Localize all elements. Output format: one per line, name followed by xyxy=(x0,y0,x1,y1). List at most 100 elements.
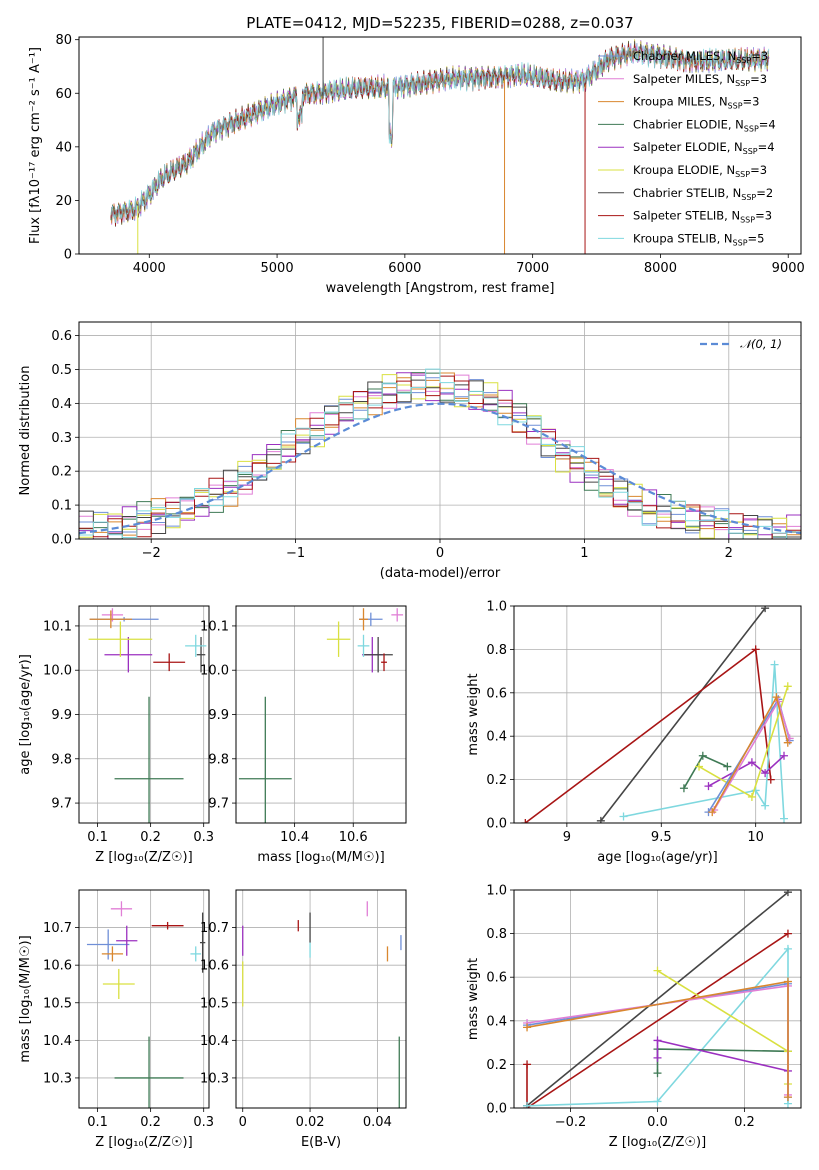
plot-area xyxy=(238,608,404,823)
axes-frame xyxy=(235,605,407,824)
x-tick-label: 5000 xyxy=(261,261,294,276)
plot-area xyxy=(242,901,402,1108)
x-tick-label: −2 xyxy=(142,546,161,561)
weight-point-marker xyxy=(653,1097,662,1106)
panel-mass-weight-vs-age: 9 9.5 10 0.0 0.2 0.4 0.6 0.8 1.0 age [log₁₀(age/y… xyxy=(466,600,802,865)
x-tick-label: 4000 xyxy=(133,261,166,276)
axes-frame xyxy=(78,36,802,255)
x-tick-label: 0.1 xyxy=(87,830,108,845)
weight-point-marker xyxy=(698,751,707,760)
y-tick-label: 1.0 xyxy=(486,600,507,615)
weight-point-marker xyxy=(783,682,792,691)
weight-point-marker xyxy=(783,929,792,938)
legend-label: Salpeter STELIB, NSSP=3 xyxy=(633,209,772,225)
weight-point-marker xyxy=(747,792,756,801)
axes-frame xyxy=(513,889,802,1109)
axes-frame xyxy=(78,889,210,1109)
weight-point-marker xyxy=(783,738,792,747)
legend-label: Kroupa STELIB, NSSP=5 xyxy=(633,231,764,247)
y-tick-label: 0.0 xyxy=(486,1102,507,1117)
x-tick-label: 1 xyxy=(580,546,588,561)
y-tick-label: 0.0 xyxy=(486,817,507,832)
x-axis-label: wavelength [Angstrom, rest frame] xyxy=(326,281,555,296)
gaussian-curve xyxy=(79,402,801,535)
y-tick-label: 0.6 xyxy=(51,329,72,344)
x-tick-label: 10 xyxy=(747,830,764,845)
weight-point-marker xyxy=(708,808,717,817)
x-tick-label: 0 xyxy=(239,1115,247,1130)
panel-spectrum: 4000 5000 6000 7000 8000 9000 0 20 40 60 80 wavelen… xyxy=(28,33,805,296)
x-tick-label: 0 xyxy=(436,546,444,561)
panel-age-vs-mass: 10.4 10.6 9.7 9.8 9.9 10.0 10.1 mass [log₁₀(M/M… xyxy=(200,605,407,865)
y-tick-label: 1.0 xyxy=(486,884,507,899)
x-tick-label: 0.0 xyxy=(647,1115,668,1130)
weight-point-marker xyxy=(523,1101,532,1108)
y-axis-label: mass weight xyxy=(466,673,481,755)
weight-point-marker xyxy=(653,1053,662,1062)
y-tick-label: 80 xyxy=(55,33,72,48)
plot-area xyxy=(521,606,794,823)
weight-series-line xyxy=(600,607,766,822)
weight-series-line xyxy=(708,755,785,787)
weight-point-marker xyxy=(766,775,775,784)
weight-point-marker xyxy=(679,784,688,793)
plot-area xyxy=(110,37,770,254)
weight-point-marker xyxy=(747,758,756,767)
y-tick-label: 10.6 xyxy=(200,959,229,974)
weight-series-line xyxy=(683,754,728,789)
plot-area xyxy=(79,368,801,539)
y-tick-label: 0.5 xyxy=(51,363,72,378)
legend-label: Kroupa MILES, NSSP=3 xyxy=(633,95,759,111)
weight-point-marker xyxy=(780,814,789,823)
x-tick-label: 0.04 xyxy=(363,1115,392,1130)
y-tick-label: 10.1 xyxy=(200,619,229,634)
plot-area xyxy=(88,608,207,823)
spectrum-line xyxy=(110,46,770,224)
y-tick-label: 10.7 xyxy=(200,921,229,936)
weight-point-marker xyxy=(619,812,628,821)
weight-point-marker xyxy=(783,944,792,953)
y-tick-label: 10.0 xyxy=(43,664,72,679)
weight-point-marker xyxy=(761,769,770,778)
legend-label: Chabrier ELODIE, NSSP=4 xyxy=(633,117,776,133)
axes-frame xyxy=(78,321,802,540)
weight-point-marker xyxy=(783,977,792,986)
y-tick-label: 0.6 xyxy=(486,686,507,701)
x-tick-label: 6000 xyxy=(388,261,421,276)
x-tick-label: −1 xyxy=(286,546,305,561)
y-tick-label: 20 xyxy=(55,194,72,209)
figure-title: PLATE=0412, MJD=52235, FIBERID=0288, z=0… xyxy=(246,14,633,32)
panel-age-vs-Z: 0.1 0.2 0.3 9.7 9.8 9.9 10.0 10.1 Z [log₁₀(Z/Z☉)… xyxy=(18,605,214,865)
weight-point-marker xyxy=(653,1069,662,1078)
weight-point-marker xyxy=(770,660,779,669)
y-tick-label: 0.8 xyxy=(486,927,507,942)
plot-area xyxy=(523,890,792,1108)
x-tick-label: 0.1 xyxy=(87,1115,108,1130)
x-tick-label: 9.5 xyxy=(651,830,672,845)
panel-mass-vs-ebv: 0 0.02 0.04 10.3 10.4 10.5 10.6 10.7 E(B-V) xyxy=(200,889,407,1150)
y-tick-label: 9.8 xyxy=(51,752,72,767)
y-tick-label: 9.7 xyxy=(51,797,72,812)
legend-label: Salpeter ELODIE, NSSP=4 xyxy=(633,140,775,156)
weight-point-marker xyxy=(780,751,789,760)
x-tick-label: −0.2 xyxy=(555,1115,587,1130)
weight-point-marker xyxy=(523,1023,532,1032)
y-tick-label: 0.2 xyxy=(486,1058,507,1073)
y-tick-label: 0 xyxy=(64,248,72,263)
weight-point-marker xyxy=(723,762,732,771)
y-tick-label: 10.6 xyxy=(43,959,72,974)
y-tick-label: 60 xyxy=(55,87,72,102)
x-tick-label: 0.3 xyxy=(193,1115,214,1130)
y-tick-label: 10.4 xyxy=(200,1034,229,1049)
weight-point-marker xyxy=(523,1060,532,1069)
weight-point-marker xyxy=(653,1036,662,1045)
legend-label: Kroupa ELODIE, NSSP=3 xyxy=(633,163,767,179)
x-tick-label: 2 xyxy=(725,546,733,561)
y-axis-label: mass [log₁₀(M/M☉)] xyxy=(18,935,33,1062)
y-axis-label: age [log₁₀(age/yr)] xyxy=(18,654,33,775)
weight-point-marker xyxy=(704,782,713,791)
y-tick-label: 0.3 xyxy=(51,431,72,446)
y-tick-label: 0.6 xyxy=(486,971,507,986)
y-tick-label: 10.3 xyxy=(200,1071,229,1086)
